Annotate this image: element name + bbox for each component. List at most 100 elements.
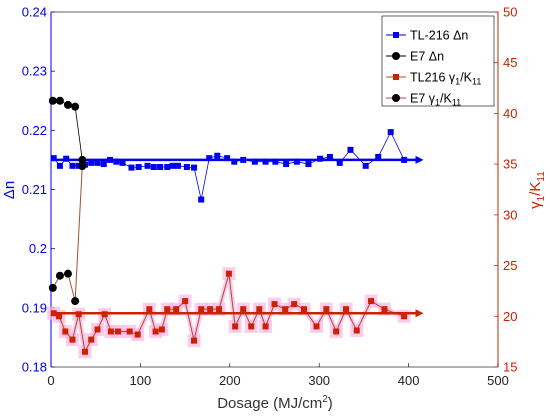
- tl216-dn-point: [88, 159, 95, 166]
- series-layer: [47, 96, 424, 359]
- y-right-title-sub1: 1: [536, 195, 547, 201]
- y-right-tick-label: 45: [503, 55, 517, 70]
- tl216-gamma-point: [271, 301, 278, 308]
- legend-label-mid: /K: [440, 92, 452, 106]
- tl216-dn-point: [206, 155, 213, 162]
- tl216-dn-point: [240, 156, 247, 163]
- tl216-gamma-point: [107, 328, 114, 335]
- x-tick-label: 500: [487, 373, 509, 388]
- x-axis-title-tail: ): [328, 395, 333, 412]
- tl216-gamma-point: [81, 348, 88, 355]
- tl216-gamma-point: [115, 328, 122, 335]
- tl216-dn-point: [135, 164, 142, 171]
- tl216-gamma-point: [301, 306, 308, 313]
- tl216-dn-point: [272, 158, 279, 165]
- tl216-gamma-point: [401, 313, 408, 320]
- legend-label-main: E7 Δn: [410, 50, 444, 64]
- e7-gamma-point: [63, 269, 72, 278]
- tl216-gamma-point: [62, 328, 69, 335]
- tl216-gamma-point: [282, 306, 289, 313]
- tl216-dn-point: [169, 162, 176, 169]
- tl216-dn-point: [362, 162, 369, 169]
- e7-dn-point: [48, 96, 57, 105]
- tl216-dn-point: [283, 161, 290, 168]
- tl216-gamma-point: [158, 326, 165, 333]
- legend-label-sub2: 11: [452, 98, 461, 108]
- tl216-gamma-point: [152, 328, 159, 335]
- legend-label: TL216 γ1/K11: [410, 71, 481, 87]
- tl216-gamma-point: [240, 306, 247, 313]
- y-right-tick-label: 35: [503, 157, 517, 172]
- tl216-dn-point: [231, 158, 238, 165]
- tl216-dn-point: [150, 164, 157, 171]
- x-axis-title: Dosage (MJ/cm2): [217, 394, 333, 412]
- legend-label-main: TL216 γ: [410, 71, 456, 85]
- x-axis-title-main: Dosage (MJ/cm: [217, 395, 322, 412]
- tl216-gamma-trend-arrow: [415, 309, 424, 318]
- tl216-dn-point: [107, 156, 114, 163]
- e7-gamma-point: [48, 283, 57, 292]
- tl216-dn-point: [262, 158, 269, 165]
- tl216-gamma-point: [88, 336, 95, 343]
- legend-label: E7 γ1/K11: [410, 92, 461, 108]
- e7-gamma-point: [55, 271, 64, 280]
- tl216-dn-point: [157, 164, 164, 171]
- tl216-dn-trend-arrow: [415, 155, 424, 164]
- x-tick-label: 0: [47, 373, 54, 388]
- y-right-axis-title: γ1/K11: [527, 171, 547, 209]
- y-right-tick-label: 20: [503, 309, 517, 324]
- tl216-gamma-point: [207, 306, 214, 313]
- y-right-title-main: γ: [527, 201, 544, 209]
- tl216-gamma-point: [56, 313, 63, 320]
- legend-marker: [392, 94, 400, 102]
- tl216-gamma-point: [173, 306, 180, 313]
- legend-label-main: TL-216 Δn: [410, 29, 468, 43]
- y-left-axis-title: Δn: [1, 181, 18, 199]
- tl216-dn-point: [401, 156, 408, 163]
- y-right-tick-label: 50: [503, 5, 517, 20]
- tl216-dn-point: [387, 129, 394, 136]
- tl216-gamma-point: [134, 331, 141, 338]
- tl216-gamma-point: [126, 328, 133, 335]
- tl216-dn-point: [144, 162, 151, 169]
- tl216-gamma-point: [262, 323, 269, 330]
- tl216-gamma-point: [291, 301, 298, 308]
- y-right-tick-label: 15: [503, 360, 517, 375]
- tl216-dn-point: [347, 146, 354, 153]
- tl216-dn-point: [119, 159, 126, 166]
- x-tick-label: 200: [219, 373, 241, 388]
- tl216-dn-point: [214, 152, 221, 159]
- y-left-tick-label: 0.19: [22, 300, 47, 315]
- legend-marker: [392, 52, 400, 60]
- tl216-dn-point: [191, 164, 198, 171]
- legend-label-sub2: 11: [472, 77, 481, 87]
- legend-label-mid: /K: [460, 71, 472, 85]
- tl216-gamma-point: [146, 306, 153, 313]
- y-left-tick-label: 0.24: [22, 5, 47, 20]
- legend-label: TL-216 Δn: [410, 29, 468, 43]
- legend-label-sub: 1: [435, 98, 440, 108]
- y-left-tick-label: 0.2: [29, 241, 47, 256]
- y-left-tick-label: 0.18: [22, 360, 47, 375]
- tl216-dn-point: [305, 161, 312, 168]
- tl216-dn-point: [56, 162, 63, 169]
- y-left-tick-label: 0.21: [22, 182, 47, 197]
- y-right-tick-label: 25: [503, 258, 517, 273]
- legend-marker: [393, 32, 399, 38]
- x-tick-label: 300: [308, 373, 330, 388]
- legend-label: E7 Δn: [410, 50, 444, 64]
- tl216-dn-point: [100, 161, 107, 168]
- tl216-gamma-point: [101, 311, 108, 318]
- e7-gamma-point: [71, 297, 80, 306]
- tl216-gamma-point: [343, 306, 350, 313]
- tl216-gamma-point: [381, 306, 388, 313]
- tl216-dn-point: [251, 158, 258, 165]
- y-left-ticks: 0.18 0.19 0.2 0.21 0.22 0.23 0.24: [22, 5, 55, 375]
- y-left-tick-label: 0.22: [22, 123, 47, 138]
- tl216-gamma-point: [225, 270, 232, 277]
- tl216-gamma-point: [69, 336, 76, 343]
- tl216-gamma-point: [232, 323, 239, 330]
- y-left-tick-label: 0.23: [22, 64, 47, 79]
- x-ticks: 0 100 200 300 400 500: [47, 363, 509, 388]
- tl216-gamma-point: [368, 298, 375, 305]
